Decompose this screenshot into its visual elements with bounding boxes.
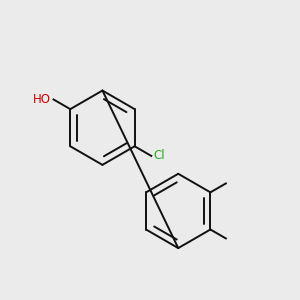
Text: HO: HO <box>33 93 51 106</box>
Text: Cl: Cl <box>153 149 165 162</box>
